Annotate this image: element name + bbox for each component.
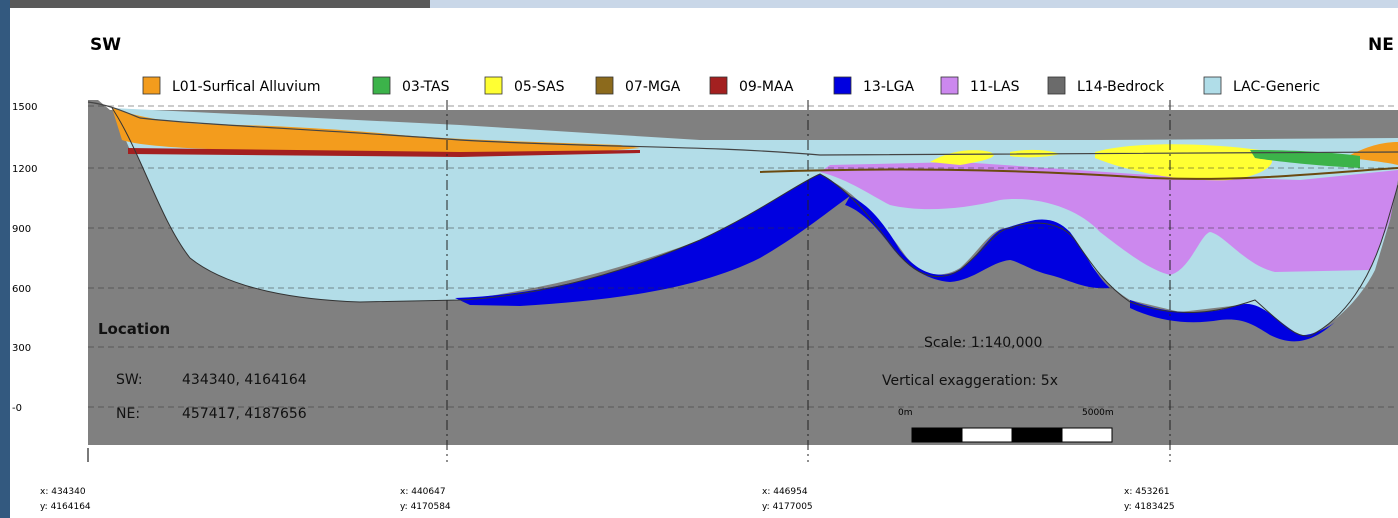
surficial-alluvium-east <box>1350 142 1398 165</box>
legend-label: 11-LAS <box>970 79 1020 95</box>
legend-item: 13-LGA <box>833 76 915 95</box>
section-x-coordinate: x: 453261 <box>1124 487 1170 497</box>
section-y-coordinate: y: 4170584 <box>400 502 451 512</box>
bedrock-outline <box>111 107 1398 337</box>
ground-surface-line <box>87 101 1398 156</box>
legend-label: L01-Surfical Alluvium <box>172 79 321 95</box>
legend-swatch <box>1047 76 1066 95</box>
legend-swatch <box>372 76 391 95</box>
section-y-coordinate: y: 4177005 <box>762 502 813 512</box>
legend-item: 11-LAS <box>940 76 1020 95</box>
legend-item: 07-MGA <box>595 76 681 95</box>
lga-west-lens <box>455 174 850 306</box>
window-top-bar <box>10 0 430 8</box>
section-coordinates: x: 434340 y: 4164164 x: 440647 y: 4170584 x:… <box>40 487 1175 512</box>
tas-lens <box>1250 150 1360 168</box>
location-title: Location <box>98 320 170 338</box>
location-sw-value: 434340, 4164164 <box>182 372 307 388</box>
legend-swatch <box>833 76 852 95</box>
surficial-alluvium-west <box>112 108 640 155</box>
legend-label: 03-TAS <box>402 79 450 95</box>
legend-swatch <box>484 76 503 95</box>
elevation-tick-label: 600 <box>12 284 31 295</box>
legend-swatch <box>709 76 728 95</box>
location-sw-key: SW: <box>116 372 143 388</box>
legend-label: L14-Bedrock <box>1077 79 1165 95</box>
elevation-tick-label: 300 <box>12 343 31 354</box>
sw-direction-label: SW <box>90 35 121 55</box>
scale-bar-start-label: 0m <box>898 408 913 418</box>
legend-label: 07-MGA <box>625 79 681 95</box>
location-ne-value: 457417, 4187656 <box>182 406 307 422</box>
legend-item: 03-TAS <box>372 76 450 95</box>
scale-text: Scale: 1:140,000 <box>924 335 1042 351</box>
las-unit <box>820 162 1398 275</box>
window-left-border <box>0 0 10 518</box>
mga-band <box>759 167 1398 180</box>
section-y-coordinate: y: 4164164 <box>40 502 91 512</box>
legend-swatch <box>595 76 614 95</box>
legend-item: 05-SAS <box>484 76 565 95</box>
location-ne-key: NE: <box>116 406 140 422</box>
maa-band <box>128 148 640 157</box>
section-x-coordinate: x: 434340 <box>40 487 86 497</box>
lga-east-lens <box>845 196 1110 289</box>
window-top-highlight <box>430 0 1398 8</box>
scale-bar <box>911 427 1113 443</box>
ne-direction-label: NE <box>1368 35 1394 55</box>
lga-east-lower-lens <box>1130 300 1335 342</box>
legend-swatch <box>1203 76 1222 95</box>
scale-bar-end-label: 5000m <box>1082 408 1114 418</box>
elevation-axis: 1500 1200 900 600 300 -0 <box>12 102 37 414</box>
legend-item: LAC-Generic <box>1203 76 1320 95</box>
elevation-tick-label: 1500 <box>12 102 37 113</box>
legend-item: L01-Surfical Alluvium <box>142 76 321 95</box>
legend: L01-Surfical Alluvium 03-TAS 05-SAS 07-MGA 0… <box>142 76 1320 95</box>
legend-label: 13-LGA <box>863 79 915 95</box>
legend-label: 09-MAA <box>739 79 794 95</box>
section-x-coordinate: x: 440647 <box>400 487 446 497</box>
legend-label: 05-SAS <box>514 79 565 95</box>
section-break-lines <box>446 100 1171 462</box>
elevation-tick-label: 900 <box>12 224 31 235</box>
elevation-tick-label: 1200 <box>12 164 37 175</box>
legend-swatch <box>940 76 959 95</box>
vertical-exaggeration-text: Vertical exaggeration: 5x <box>882 373 1058 389</box>
section-x-coordinate: x: 446954 <box>762 487 808 497</box>
section-y-coordinate: y: 4183425 <box>1124 502 1175 512</box>
legend-swatch <box>142 76 161 95</box>
legend-item: 09-MAA <box>709 76 794 95</box>
elevation-tick-label: -0 <box>12 403 22 414</box>
elevation-gridlines <box>88 105 1398 408</box>
legend-label: LAC-Generic <box>1233 79 1320 95</box>
legend-item: L14-Bedrock <box>1047 76 1165 95</box>
